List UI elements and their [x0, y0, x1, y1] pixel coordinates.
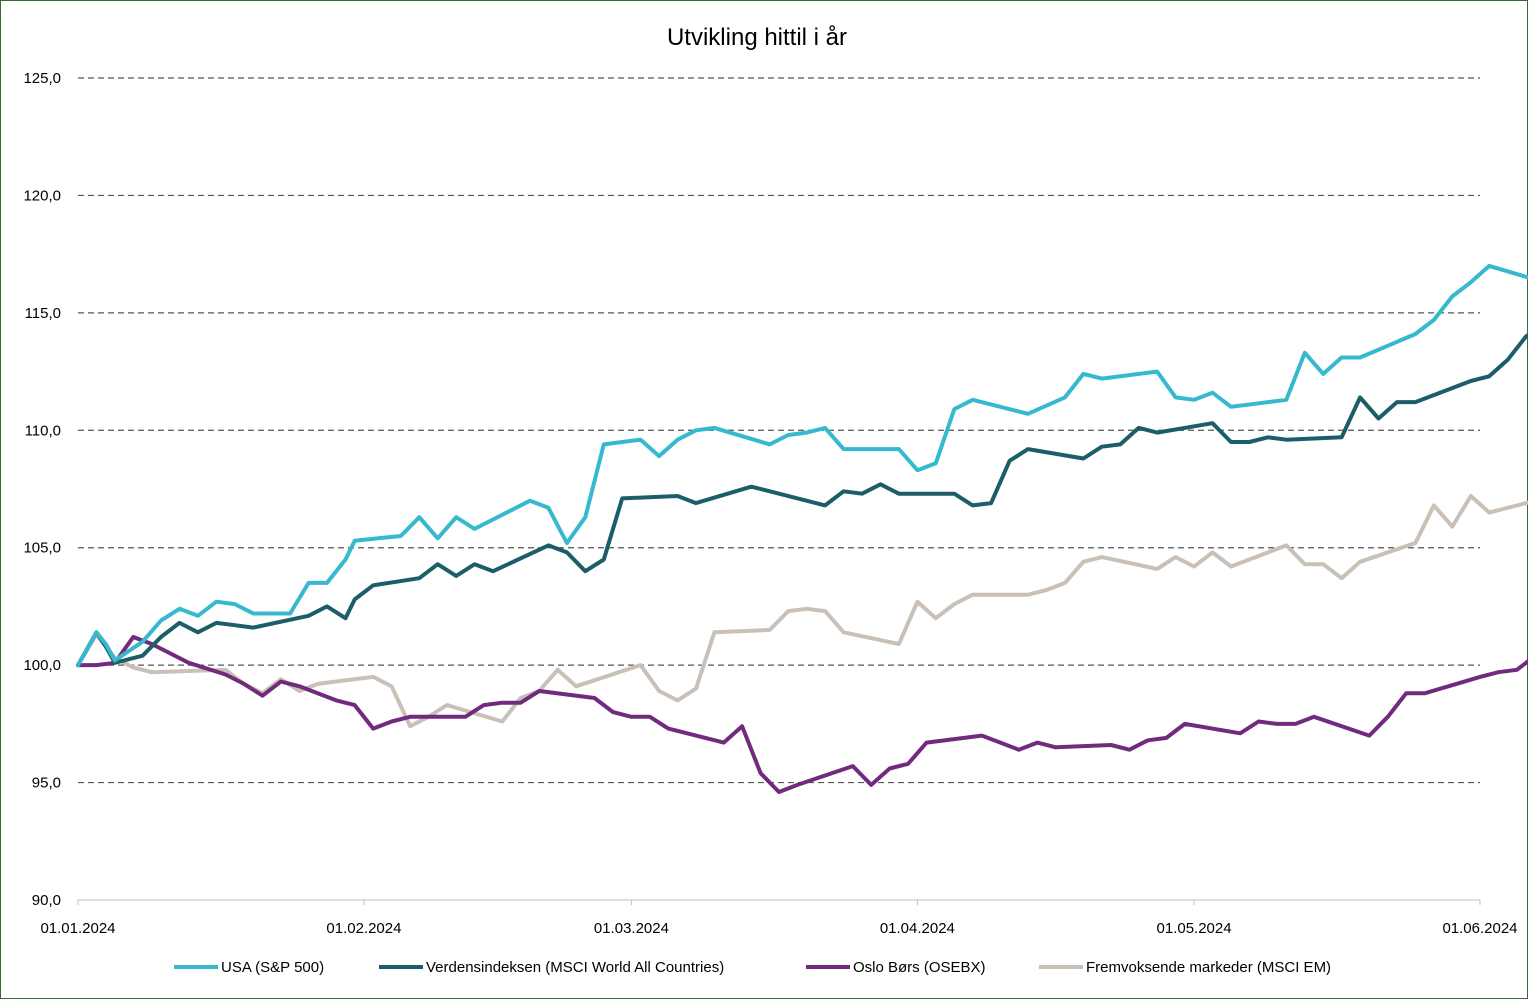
- legend: USA (S&P 500) Verdensindeksen (MSCI World…: [174, 959, 1331, 976]
- series-line-1: [76, 332, 1528, 668]
- series-line-2: [76, 635, 1528, 794]
- y-tick-label: 115,0: [25, 305, 61, 322]
- x-tick-label: 01.04.2024: [880, 920, 955, 937]
- y-tick-label: 120,0: [23, 187, 61, 204]
- y-tick-label: 100,0: [23, 657, 61, 674]
- series-line-0: [76, 263, 1528, 668]
- y-tick-label: 95,0: [32, 775, 61, 792]
- x-tick-label: 01.01.2024: [40, 920, 115, 937]
- legend-label: USA (S&P 500): [221, 959, 324, 976]
- x-tick-label: 01.05.2024: [1157, 920, 1232, 937]
- y-tick-label: 105,0: [23, 540, 61, 557]
- y-axis: 90,0 95,0 100,0 105,0 110,0 115,0 120,0 125,0: [23, 70, 61, 909]
- x-axis: 01.01.2024 01.02.2024 01.03.2024 01.04.2024…: [40, 899, 1518, 937]
- gridlines: [78, 77, 1480, 784]
- legend-label: Fremvoksende markeder (MSCI EM): [1086, 959, 1331, 976]
- x-tick-label: 01.06.2024: [1442, 920, 1517, 937]
- series-layer: [76, 263, 1528, 794]
- chart-title: Utvikling hittil i år: [667, 24, 847, 51]
- y-tick-label: 110,0: [25, 422, 61, 439]
- y-tick-label: 90,0: [32, 892, 61, 909]
- y-tick-label: 125,0: [23, 70, 61, 87]
- legend-label: Oslo Børs (OSEBX): [853, 959, 986, 976]
- legend-label: Verdensindeksen (MSCI World All Countrie…: [426, 959, 724, 976]
- x-tick-label: 01.02.2024: [326, 920, 401, 937]
- x-tick-label: 01.03.2024: [594, 920, 669, 937]
